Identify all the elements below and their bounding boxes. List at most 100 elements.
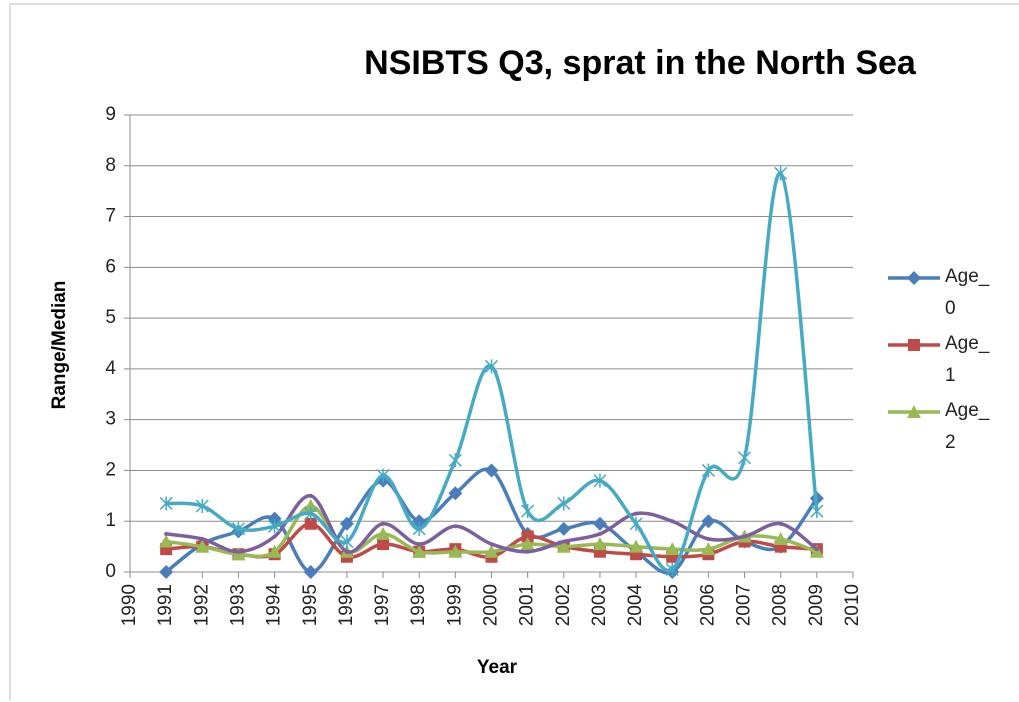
data-point xyxy=(484,359,499,374)
data-point xyxy=(814,547,819,552)
data-point xyxy=(557,496,571,511)
data-point xyxy=(521,530,534,543)
data-point xyxy=(339,516,354,531)
data-point xyxy=(267,544,282,558)
x-tick-label: 1997 xyxy=(372,584,393,626)
y-tick-label: 3 xyxy=(105,409,116,430)
data-point xyxy=(665,562,679,577)
data-point xyxy=(340,534,354,549)
data-point xyxy=(159,565,174,579)
data-point xyxy=(303,498,318,512)
data-point xyxy=(231,547,246,561)
data-point xyxy=(484,463,499,478)
data-point xyxy=(665,542,680,556)
data-point xyxy=(592,516,607,531)
data-point xyxy=(489,542,494,547)
data-point xyxy=(412,544,427,558)
x-tick-label: 2009 xyxy=(806,584,827,626)
data-point xyxy=(592,537,607,551)
data-point xyxy=(773,531,788,545)
data-point xyxy=(742,534,747,539)
y-tick-label: 4 xyxy=(105,358,116,379)
y-tick-label: 7 xyxy=(105,206,116,227)
data-point xyxy=(629,516,643,531)
legend-label: Age_2 xyxy=(945,400,990,453)
data-point xyxy=(159,496,173,511)
legend-marker xyxy=(907,405,921,418)
x-tick-label: 2002 xyxy=(553,584,574,626)
data-point xyxy=(236,549,241,554)
x-axis-label: Year xyxy=(477,657,518,678)
x-tick-label: 2000 xyxy=(481,584,502,626)
data-point xyxy=(629,539,644,553)
data-point xyxy=(200,536,205,541)
x-tick-label: 1995 xyxy=(300,584,321,626)
data-point xyxy=(159,534,174,548)
data-point xyxy=(634,511,639,516)
x-tick-label: 1991 xyxy=(155,584,176,626)
data-point xyxy=(308,493,313,498)
x-tick-label: 2008 xyxy=(770,584,791,626)
x-tick-label: 1990 xyxy=(119,584,140,626)
data-point xyxy=(593,473,607,488)
data-point xyxy=(701,463,715,478)
data-point xyxy=(701,514,716,529)
data-point xyxy=(670,519,675,524)
data-point xyxy=(778,521,783,526)
data-point xyxy=(520,537,535,551)
data-point xyxy=(701,542,716,556)
x-tick-label: 1994 xyxy=(264,584,285,627)
data-point xyxy=(738,450,752,465)
data-point xyxy=(448,544,463,558)
x-tick-label: 1992 xyxy=(191,584,212,626)
x-tick-label: 2001 xyxy=(517,584,538,626)
legend-marker xyxy=(908,339,920,351)
data-point xyxy=(381,521,386,526)
data-point xyxy=(376,468,390,483)
data-point xyxy=(556,521,571,536)
y-tick-label: 9 xyxy=(105,104,116,125)
x-tick-label: 1998 xyxy=(408,584,429,626)
data-point xyxy=(810,504,824,519)
x-tick-label: 2010 xyxy=(842,584,863,626)
data-point xyxy=(809,544,824,558)
data-point xyxy=(417,542,422,547)
data-point xyxy=(412,521,426,536)
x-tick-label: 1996 xyxy=(336,584,357,626)
x-tick-label: 2006 xyxy=(697,584,718,626)
data-point xyxy=(304,506,318,521)
data-point xyxy=(484,544,499,558)
y-tick-label: 2 xyxy=(105,459,116,480)
data-point xyxy=(706,536,711,541)
legend-label: Age_0 xyxy=(945,266,990,319)
data-point xyxy=(561,539,566,544)
data-point xyxy=(268,519,282,534)
data-point xyxy=(303,565,318,579)
y-tick-label: 0 xyxy=(105,561,116,582)
y-tick-label: 8 xyxy=(105,155,116,176)
data-point xyxy=(344,549,349,554)
y-tick-label: 5 xyxy=(105,307,116,328)
x-tick-label: 1993 xyxy=(227,584,248,626)
data-point xyxy=(272,534,277,539)
x-tick-label: 1999 xyxy=(444,584,465,626)
data-point xyxy=(376,526,391,540)
data-point xyxy=(448,486,463,501)
y-axis-label: Range/Median xyxy=(49,281,70,410)
data-point xyxy=(453,524,458,529)
data-point xyxy=(597,531,602,536)
legend-marker xyxy=(907,271,921,285)
data-point xyxy=(448,453,462,468)
data-point xyxy=(521,504,535,519)
x-tick-label: 2003 xyxy=(589,584,610,626)
data-point xyxy=(231,521,245,536)
data-point xyxy=(525,549,530,554)
y-tick-label: 6 xyxy=(105,256,116,277)
x-tick-label: 2007 xyxy=(734,584,755,626)
y-tick-label: 1 xyxy=(105,510,116,531)
data-point xyxy=(164,531,169,536)
x-tick-label: 2005 xyxy=(661,584,682,626)
legend-label: Age_1 xyxy=(945,333,990,386)
